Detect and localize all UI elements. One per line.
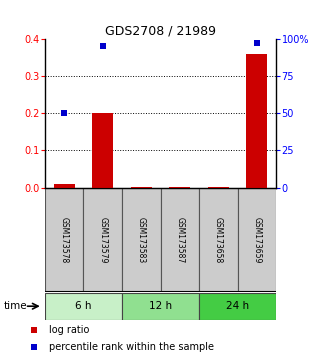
Bar <box>45 293 122 320</box>
Bar <box>199 188 238 292</box>
Text: percentile rank within the sample: percentile rank within the sample <box>49 342 214 352</box>
Text: 6 h: 6 h <box>75 301 92 311</box>
Bar <box>246 54 267 188</box>
Text: time: time <box>3 301 27 311</box>
Text: 12 h: 12 h <box>149 301 172 311</box>
Text: GSM173578: GSM173578 <box>60 217 69 263</box>
Bar <box>45 188 83 292</box>
Bar <box>169 187 190 188</box>
Title: GDS2708 / 21989: GDS2708 / 21989 <box>105 25 216 38</box>
Text: GSM173583: GSM173583 <box>137 217 146 263</box>
Bar <box>199 293 276 320</box>
Text: GSM173587: GSM173587 <box>175 217 184 263</box>
Bar <box>122 293 199 320</box>
Bar <box>122 188 160 292</box>
Bar <box>92 113 113 188</box>
Bar <box>54 184 75 188</box>
Text: log ratio: log ratio <box>49 325 89 335</box>
Bar <box>160 188 199 292</box>
Text: GSM173579: GSM173579 <box>98 217 107 263</box>
Text: GSM173658: GSM173658 <box>214 217 223 263</box>
Bar <box>238 188 276 292</box>
Text: 24 h: 24 h <box>226 301 249 311</box>
Bar <box>208 187 229 188</box>
Text: GSM173659: GSM173659 <box>252 217 261 263</box>
Bar <box>83 188 122 292</box>
Bar <box>131 187 152 188</box>
